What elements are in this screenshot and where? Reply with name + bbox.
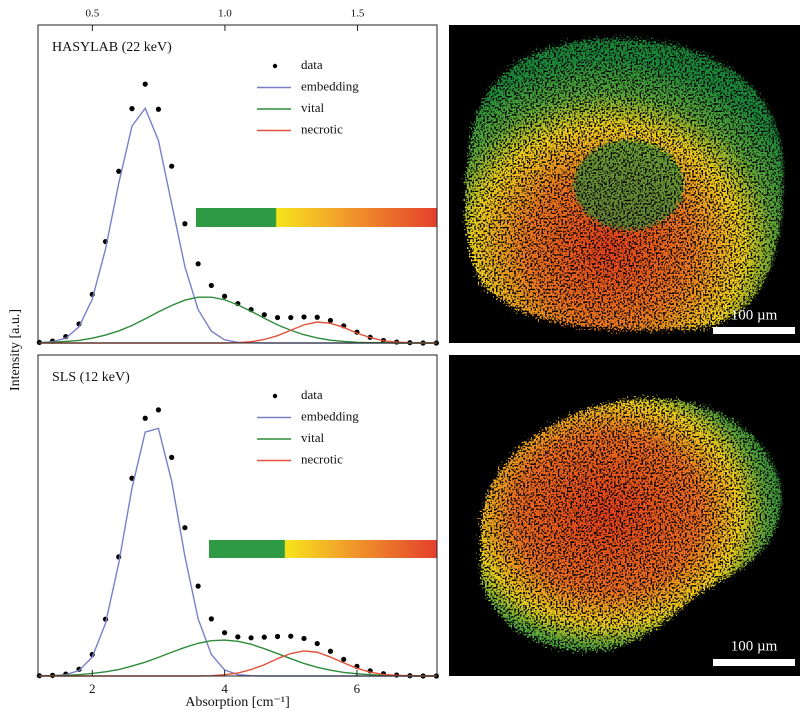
data-point bbox=[314, 314, 320, 320]
data-point bbox=[221, 630, 228, 636]
color-bar bbox=[209, 540, 437, 558]
legend-label: necrotic bbox=[301, 451, 343, 466]
x2-tick-label: 0.5 bbox=[85, 8, 99, 20]
data-point bbox=[221, 293, 228, 299]
data-point bbox=[288, 633, 294, 639]
panel-label: SLS (12 keV) bbox=[52, 370, 130, 385]
legend-marker bbox=[272, 63, 278, 69]
data-point bbox=[182, 221, 188, 227]
data-point bbox=[261, 312, 267, 318]
panel-label: HASYLAB (22 keV) bbox=[52, 40, 172, 55]
x2-tick-label: 1.0 bbox=[218, 8, 232, 20]
data-point bbox=[208, 282, 214, 289]
legend-label: necrotic bbox=[301, 121, 343, 136]
color-bar bbox=[196, 208, 437, 227]
x-tick-label: 4 bbox=[221, 681, 228, 696]
data-point bbox=[327, 317, 334, 324]
legend-label: data bbox=[301, 57, 323, 72]
data-point bbox=[314, 640, 320, 647]
legend-label: embedding bbox=[301, 78, 359, 93]
plot-frame bbox=[37, 354, 438, 677]
legend-label: vital bbox=[301, 100, 324, 115]
data-point bbox=[248, 635, 254, 641]
scale-label: 100 µm bbox=[731, 307, 778, 323]
data-point bbox=[142, 415, 148, 421]
y-axis-title: Intensity [a.u.] bbox=[8, 309, 23, 391]
legend-label: embedding bbox=[301, 408, 359, 423]
data-point bbox=[155, 407, 162, 413]
data-point bbox=[155, 106, 162, 112]
data-point bbox=[169, 454, 175, 460]
heatmap-bottom bbox=[449, 355, 800, 676]
data-point bbox=[274, 314, 281, 321]
data-point bbox=[129, 475, 135, 481]
data-point bbox=[129, 106, 135, 112]
legend-label: vital bbox=[301, 430, 324, 445]
heatmap-top bbox=[449, 25, 800, 343]
data-point bbox=[142, 81, 148, 87]
data-point bbox=[195, 261, 201, 267]
data-point bbox=[274, 633, 281, 640]
data-point bbox=[235, 634, 241, 640]
data-point bbox=[169, 163, 175, 169]
legend-label: data bbox=[301, 387, 323, 402]
data-point bbox=[116, 168, 122, 174]
legend-marker bbox=[272, 393, 278, 399]
x-axis-title: Absorption [cm⁻¹] bbox=[185, 695, 290, 710]
data-point bbox=[341, 656, 347, 662]
data-point bbox=[301, 314, 307, 320]
data-point bbox=[195, 583, 201, 589]
plot-frame bbox=[37, 24, 438, 344]
data-point bbox=[288, 314, 294, 321]
data-point bbox=[208, 616, 214, 622]
data-point bbox=[182, 525, 188, 531]
x2-tick-label: 1.5 bbox=[351, 8, 365, 20]
x-tick-label: 2 bbox=[89, 681, 96, 696]
scale-label: 100 µm bbox=[731, 638, 778, 654]
data-point bbox=[301, 635, 307, 642]
series-line bbox=[39, 639, 437, 677]
data-point bbox=[327, 648, 334, 654]
x-tick-label: 6 bbox=[354, 681, 361, 696]
data-point bbox=[261, 634, 267, 640]
